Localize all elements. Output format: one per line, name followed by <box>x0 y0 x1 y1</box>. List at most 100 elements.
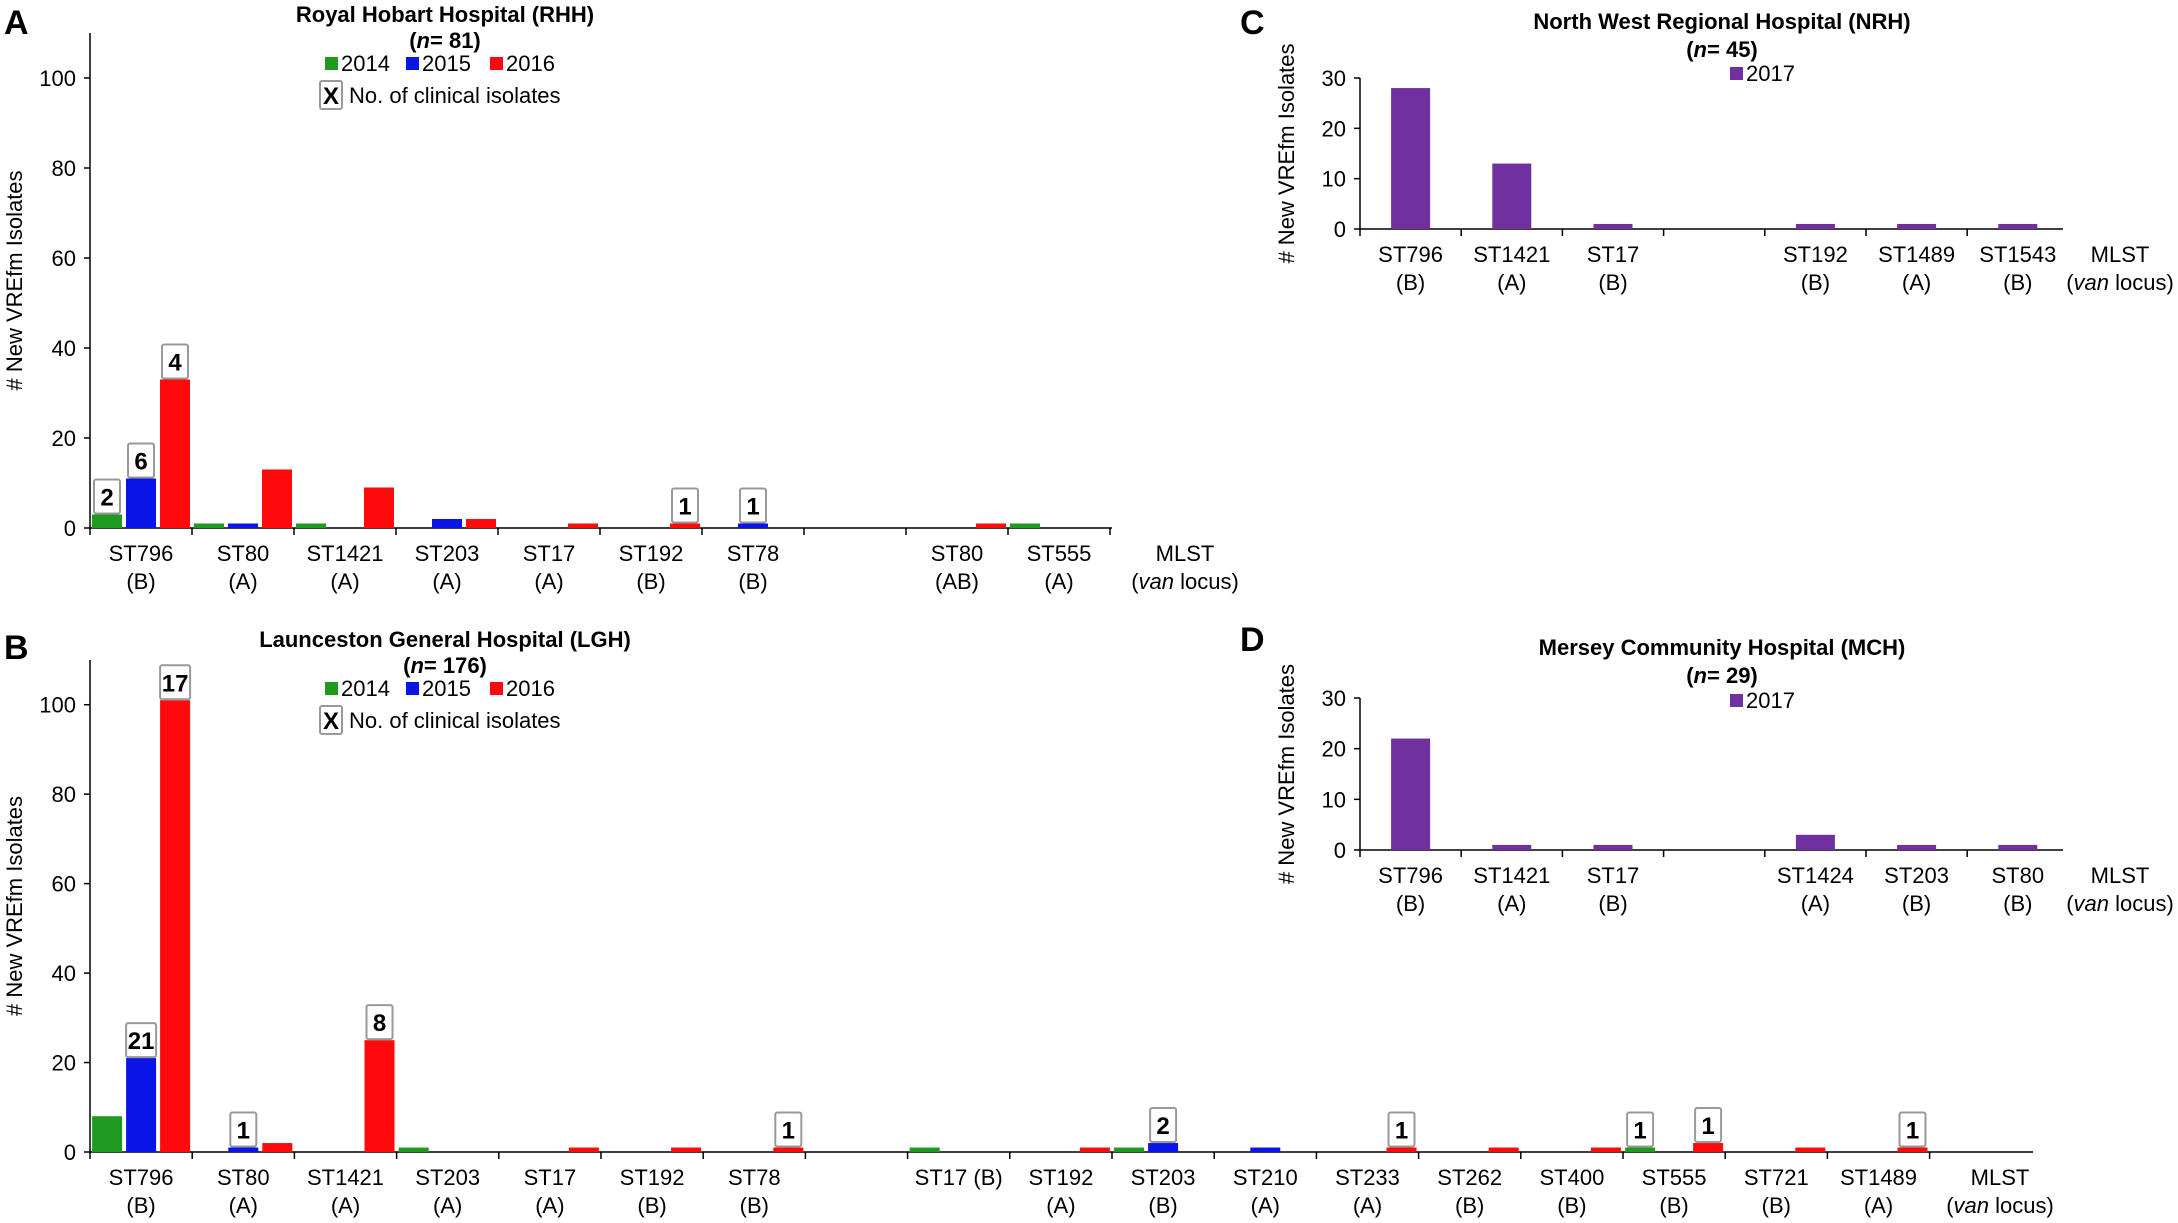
legend-label-2015: 2015 <box>422 676 471 701</box>
y-tick-label: 10 <box>1322 167 1346 192</box>
bar-2016-16 <box>1795 1147 1826 1152</box>
bar-2017-0 <box>1391 738 1431 850</box>
x-category-locus: (A) <box>432 569 461 594</box>
x-category-locus: (B) <box>1455 1193 1484 1218</box>
annotation-label: 1 <box>1395 1118 1408 1145</box>
x-category-label: ST80 <box>217 541 270 566</box>
x-axis-label-locus: (van locus) <box>2066 270 2174 295</box>
chart-title: Launceston General Hospital (LGH) <box>259 627 631 652</box>
x-category-locus: (A) <box>534 569 563 594</box>
bar-2016-0 <box>160 700 191 1152</box>
panel-d: D Mersey Community Hospital (MCH)(n= 29)2… <box>1240 621 2174 916</box>
x-category-locus: (B) <box>1598 270 1627 295</box>
bar-2015-1 <box>228 523 258 528</box>
bar-2016-5 <box>670 523 700 528</box>
bar-2016-5 <box>671 1147 702 1152</box>
bar-2017-0 <box>1391 88 1431 229</box>
y-tick-label: 80 <box>52 782 76 807</box>
x-category-label: ST17 <box>524 1165 577 1190</box>
legend-swatch-2014 <box>325 57 338 70</box>
y-tick-label: 0 <box>64 1140 76 1165</box>
legend-swatch-2015 <box>406 682 419 695</box>
x-category-label: ST721 <box>1744 1165 1809 1190</box>
bar-2016-14 <box>1590 1147 1621 1152</box>
y-tick-label: 30 <box>1322 686 1346 711</box>
annotation-box <box>93 478 121 515</box>
panel-letter: B <box>4 629 29 667</box>
y-axis-label: # New VREfm Isolates <box>2 796 27 1016</box>
y-tick-label: 40 <box>52 961 76 986</box>
legend-note-text: No. of clinical isolates <box>349 83 561 108</box>
x-category-label: ST1421 <box>306 541 383 566</box>
chart-title: North West Regional Hospital (NRH) <box>1533 9 1910 34</box>
annotation-box <box>161 343 189 380</box>
panel-b: B Launceston General Hospital (LGH)(n= 17… <box>2 627 2054 1218</box>
legend-note-box-label: X <box>323 83 339 110</box>
y-tick-label: 20 <box>52 426 76 451</box>
x-category-locus: (A) <box>331 1193 360 1218</box>
y-tick-label: 20 <box>1322 737 1346 762</box>
y-tick-label: 0 <box>64 516 76 541</box>
x-category-label: ST1424 <box>1777 863 1854 888</box>
bar-2014-2 <box>296 523 326 528</box>
x-axis-label: MLST <box>1971 1165 2030 1190</box>
legend-label-2016: 2016 <box>506 676 555 701</box>
x-category-label: ST192 <box>619 541 684 566</box>
legend-swatch-2016 <box>490 682 503 695</box>
y-tick-label: 20 <box>52 1051 76 1076</box>
x-category-label: ST796 <box>1378 863 1443 888</box>
legend-note-text: No. of clinical isolates <box>349 708 561 733</box>
annotation-label: 1 <box>678 494 691 521</box>
bar-2017-6 <box>1998 223 2038 229</box>
bar-2016-2 <box>364 487 394 528</box>
annotation-label: 1 <box>782 1118 795 1145</box>
bar-2015-0 <box>126 1058 157 1152</box>
y-tick-label: 60 <box>52 246 76 271</box>
bar-2016-3 <box>466 519 496 528</box>
bar-2014-0 <box>92 1116 123 1152</box>
annotation-box <box>159 664 192 701</box>
annotation-label: 1 <box>237 1118 250 1145</box>
x-category-locus: (B) <box>1148 1193 1177 1218</box>
x-category-locus: (B) <box>2003 891 2032 916</box>
bar-2015-10 <box>1148 1143 1179 1152</box>
bar-2017-4 <box>1795 834 1835 850</box>
annotation-box <box>1149 1107 1178 1144</box>
bar-2014-8 <box>909 1147 940 1152</box>
x-category-locus: (A) <box>1902 270 1931 295</box>
annotation-box <box>774 1111 803 1148</box>
x-category-label: ST1421 <box>307 1165 384 1190</box>
bar-2017-1 <box>1492 844 1532 850</box>
x-category-label: ST796 <box>109 1165 174 1190</box>
y-tick-label: 0 <box>1334 217 1346 242</box>
y-tick-label: 0 <box>1334 838 1346 863</box>
x-category-locus: (B) <box>1396 891 1425 916</box>
bar-2014-0 <box>92 514 122 528</box>
x-category-locus: (A) <box>1353 1193 1382 1218</box>
annotation-box <box>1387 1111 1416 1148</box>
legend-swatch-2017 <box>1730 694 1743 707</box>
x-category-label: ST78 <box>728 1165 781 1190</box>
bar-2017-4 <box>1795 223 1835 229</box>
bar-2017-5 <box>1897 844 1937 850</box>
bar-2016-12 <box>1386 1147 1417 1152</box>
legend-note-box-label: X <box>323 708 339 735</box>
x-category-locus: (A) <box>1801 891 1830 916</box>
x-category-label: ST17 <box>1587 242 1640 267</box>
legend-label-2017: 2017 <box>1746 61 1795 86</box>
bar-2016-1 <box>262 469 292 528</box>
annotation-box <box>125 1022 158 1059</box>
legend-label-2016: 2016 <box>506 51 555 76</box>
annotation-label: 8 <box>373 1010 386 1037</box>
annotation-box <box>1694 1107 1723 1144</box>
annotation-label: 1 <box>1906 1118 1919 1145</box>
x-axis-label: MLST <box>2091 863 2150 888</box>
x-category-locus: (A) <box>1044 569 1073 594</box>
annotation-box <box>127 442 155 479</box>
legend-label-2014: 2014 <box>341 51 390 76</box>
x-category-locus: (A) <box>535 1193 564 1218</box>
x-category-label: ST17 <box>1587 863 1640 888</box>
annotation-label: 21 <box>128 1028 155 1055</box>
y-tick-label: 30 <box>1322 66 1346 91</box>
